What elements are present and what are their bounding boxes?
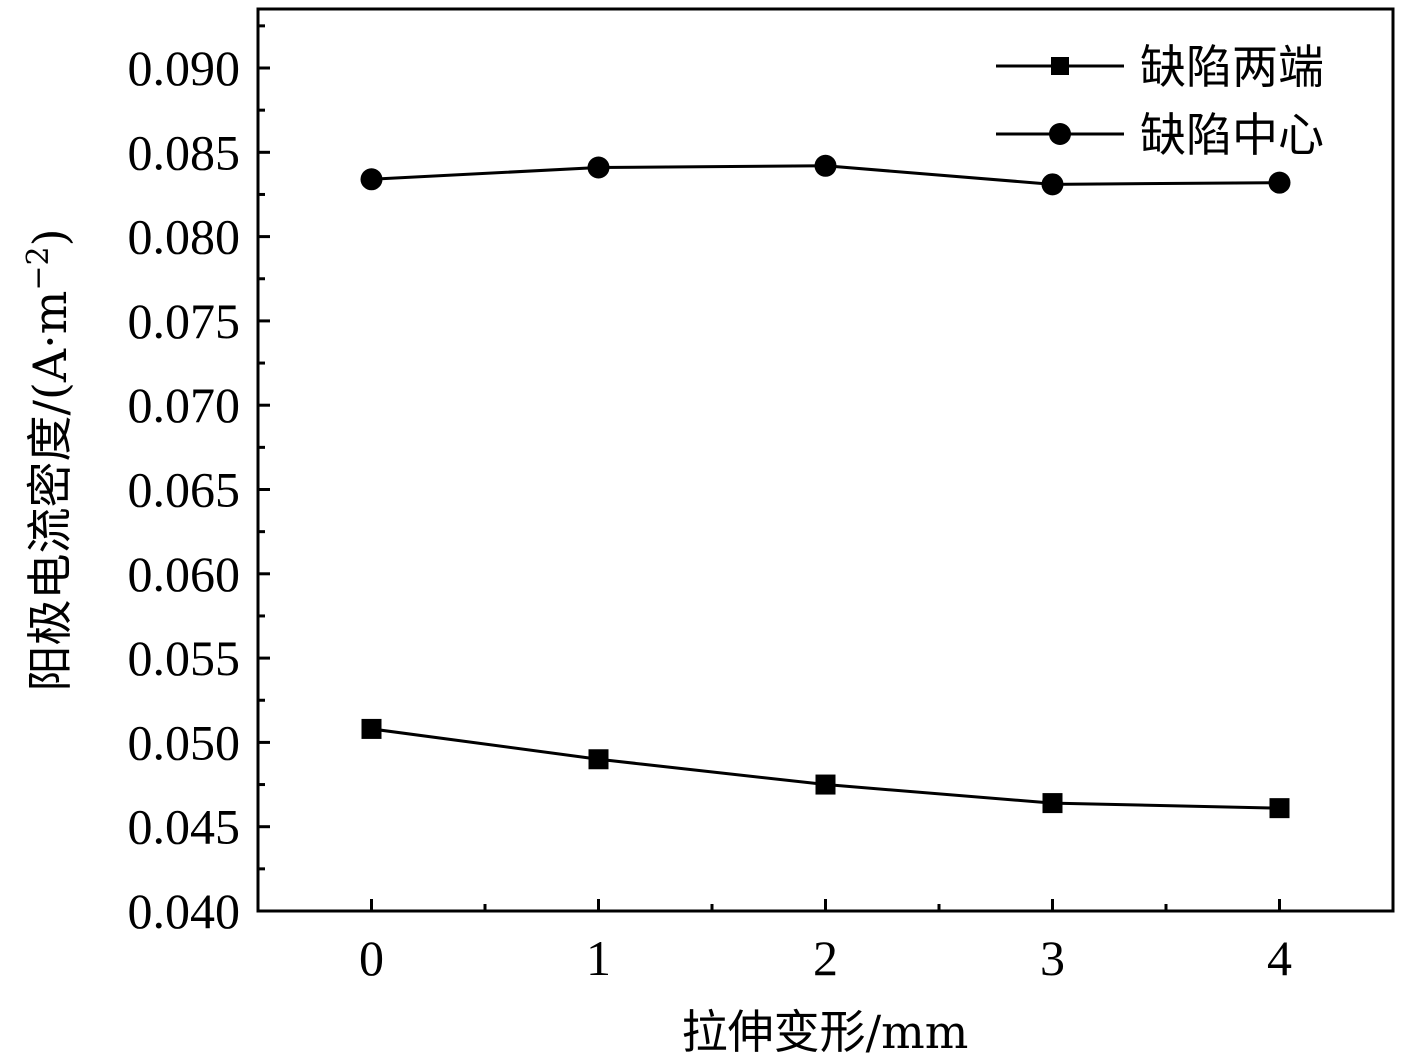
legend-label-1: 缺陷两端	[1140, 40, 1324, 94]
y-axis-title-close: )	[23, 228, 77, 246]
y-tick-label: 0.050	[128, 714, 241, 770]
x-axis-title: 拉伸变形/mm	[682, 1005, 969, 1059]
y-tick-label: 0.060	[128, 546, 241, 602]
data-point-square	[815, 774, 836, 795]
data-point-square	[1042, 793, 1063, 814]
legend-marker-1	[1051, 57, 1069, 75]
y-tick-label: 0.090	[128, 40, 241, 96]
y-tick-label: 0.065	[128, 462, 241, 518]
y-tick-label: 0.040	[128, 883, 241, 939]
x-tick-label: 4	[1267, 930, 1292, 986]
y-axis-title: 阳极电流密度/(A·m−2)	[21, 228, 77, 691]
data-point-circle	[1268, 171, 1291, 194]
data-point-circle	[1041, 173, 1064, 196]
x-tick-label: 0	[359, 930, 384, 986]
legend-marker-2	[1049, 123, 1071, 145]
y-tick-label: 0.075	[128, 293, 241, 349]
y-tick-label: 0.045	[128, 799, 241, 855]
y-tick-label: 0.070	[128, 377, 241, 433]
data-point-square	[361, 718, 382, 739]
y-axis-ticks: 0.040 0.045 0.050 0.055 0.060 0.065 0.070 0.075…	[128, 24, 270, 939]
y-axis-title-main: 阳极电流密度/(A·m	[23, 291, 77, 692]
x-axis-ticks: 0 1 2 3 4	[359, 899, 1292, 986]
data-point-circle	[587, 156, 610, 179]
data-point-square	[588, 749, 609, 770]
x-tick-label: 3	[1040, 930, 1065, 986]
y-tick-label: 0.085	[128, 124, 241, 180]
y-axis-title-exponent: −2	[21, 246, 56, 290]
legend-label-2: 缺陷中心	[1140, 108, 1324, 162]
series-line-1	[371, 727, 1280, 810]
data-point-circle	[814, 154, 837, 177]
data-point-circle	[360, 168, 383, 191]
x-tick-label: 1	[586, 930, 611, 986]
legend: 缺陷两端 缺陷中心	[996, 40, 1324, 162]
y-tick-label: 0.080	[128, 209, 241, 265]
series-layer	[360, 154, 1291, 819]
data-point-square	[1269, 798, 1290, 819]
y-tick-label: 0.055	[128, 630, 241, 686]
x-tick-label: 2	[813, 930, 838, 986]
